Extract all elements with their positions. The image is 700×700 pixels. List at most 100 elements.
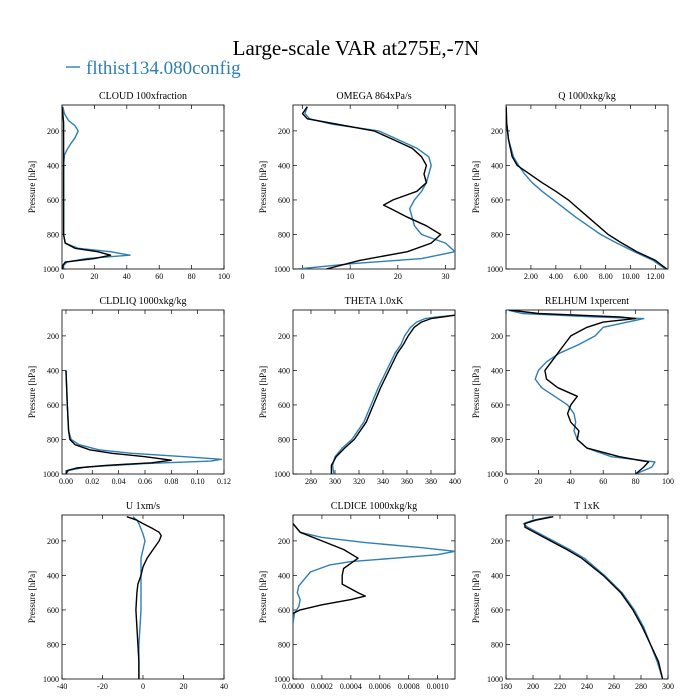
figure-title: Large-scale VAR at275E,-7N <box>233 36 480 60</box>
y-tick-label: 1000 <box>487 470 503 479</box>
legend: flthist134.080config <box>66 58 241 79</box>
y-tick-label: 800 <box>491 435 503 444</box>
plot-frame <box>505 309 669 475</box>
y-tick-label: 1000 <box>43 470 59 479</box>
y-tick-label: 600 <box>47 196 59 205</box>
x-tick-label: 0.0008 <box>398 682 420 691</box>
x-tick-label: 300 <box>662 682 674 691</box>
plot-frame <box>292 309 456 475</box>
plot-frame <box>61 514 225 680</box>
x-tick-label: 12.00 <box>647 272 665 281</box>
y-tick-label: 1000 <box>487 675 503 684</box>
plot-frame <box>61 309 225 475</box>
series-line-blue <box>293 523 455 624</box>
y-tick-label: 200 <box>47 537 59 546</box>
y-tick-label: 200 <box>278 537 290 546</box>
legend-label: flthist134.080config <box>86 58 241 79</box>
y-tick-label: 1000 <box>274 265 290 274</box>
y-axis-label: Pressure [hPa] <box>471 366 481 418</box>
x-tick-label: 340 <box>377 477 389 486</box>
x-tick-label: 240 <box>581 682 593 691</box>
x-tick-label: 0.10 <box>191 477 205 486</box>
y-tick-label: 400 <box>47 366 59 375</box>
series-line-blue <box>62 106 131 269</box>
x-tick-label: 4.00 <box>549 272 563 281</box>
series-line-black <box>65 370 173 474</box>
y-tick-label: 600 <box>47 606 59 615</box>
x-tick-label: 0.12 <box>217 477 231 486</box>
y-tick-label: 200 <box>491 127 503 136</box>
y-tick-label: 400 <box>491 571 503 580</box>
x-tick-label: 10.00 <box>622 272 640 281</box>
y-axis-label: Pressure [hPa] <box>27 366 37 418</box>
y-tick-label: 400 <box>491 366 503 375</box>
y-tick-label: 400 <box>491 161 503 170</box>
y-tick-label: 200 <box>278 332 290 341</box>
y-tick-label: 400 <box>47 161 59 170</box>
x-tick-label: 40 <box>220 682 228 691</box>
y-tick-label: 1000 <box>43 675 59 684</box>
x-tick-label: 60 <box>599 477 607 486</box>
panel-title: THETA 1.0xK <box>345 296 404 307</box>
x-tick-label: 200 <box>527 682 539 691</box>
series-line-black <box>301 106 442 269</box>
y-tick-label: 1000 <box>487 265 503 274</box>
panel-title: CLDICE 1000xkg/kg <box>331 501 417 512</box>
chart-panel: CLOUD 100xfraction Pressure [hPa] 200 400 60… <box>27 91 230 281</box>
plot-frame <box>292 514 456 680</box>
y-tick-label: 800 <box>47 640 59 649</box>
x-tick-label: 80 <box>188 272 196 281</box>
y-tick-label: 200 <box>47 127 59 136</box>
x-tick-label: 10 <box>346 272 354 281</box>
y-axis-label: Pressure [hPa] <box>258 366 268 418</box>
y-tick-label: 400 <box>278 366 290 375</box>
x-tick-label: 100 <box>218 272 230 281</box>
y-tick-label: 600 <box>491 196 503 205</box>
y-tick-label: 600 <box>278 606 290 615</box>
y-tick-label: 800 <box>491 640 503 649</box>
series-line-black <box>524 516 664 679</box>
y-tick-label: 200 <box>278 127 290 136</box>
y-tick-label: 800 <box>491 230 503 239</box>
y-axis-label: Pressure [hPa] <box>27 161 37 213</box>
x-tick-label: 0.0004 <box>340 682 362 691</box>
x-tick-label: 0 <box>301 272 305 281</box>
y-tick-label: 800 <box>278 435 290 444</box>
y-tick-label: 600 <box>491 401 503 410</box>
y-tick-label: 600 <box>47 401 59 410</box>
y-tick-label: 800 <box>278 230 290 239</box>
x-tick-label: 0 <box>141 682 145 691</box>
x-tick-label: 20 <box>394 272 402 281</box>
series-line-black <box>62 106 112 269</box>
panel-title: U 1xm/s <box>126 501 160 512</box>
x-tick-label: 280 <box>305 477 317 486</box>
y-axis-label: Pressure [hPa] <box>471 161 481 213</box>
x-tick-label: 0 <box>504 477 508 486</box>
y-tick-label: 400 <box>47 571 59 580</box>
series-line-black <box>509 310 650 474</box>
y-tick-label: 400 <box>278 161 290 170</box>
x-tick-label: 320 <box>353 477 365 486</box>
x-tick-label: 0.08 <box>164 477 178 486</box>
x-tick-label: 20 <box>180 682 188 691</box>
plot-frame <box>505 514 669 680</box>
series-line-black <box>330 314 455 474</box>
y-tick-label: 600 <box>491 606 503 615</box>
x-tick-label: 60 <box>155 272 163 281</box>
series-line-blue <box>65 370 223 474</box>
x-tick-label: 0.00 <box>59 477 73 486</box>
series-line-blue <box>506 106 666 269</box>
x-tick-label: 40 <box>567 477 575 486</box>
plot-frame <box>292 104 456 270</box>
panel-title: CLOUD 100xfraction <box>99 91 187 102</box>
plot-frame <box>61 104 225 270</box>
panel-title: RELHUM 1xpercent <box>545 296 629 307</box>
chart-panel: CLDICE 1000xkg/kg Pressure [hPa] 200 400 600… <box>258 501 456 691</box>
chart-panel: Q 1000xkg/kg Pressure [hPa] 200 400 600 800 10… <box>471 91 669 281</box>
x-tick-label: 8.00 <box>599 272 613 281</box>
